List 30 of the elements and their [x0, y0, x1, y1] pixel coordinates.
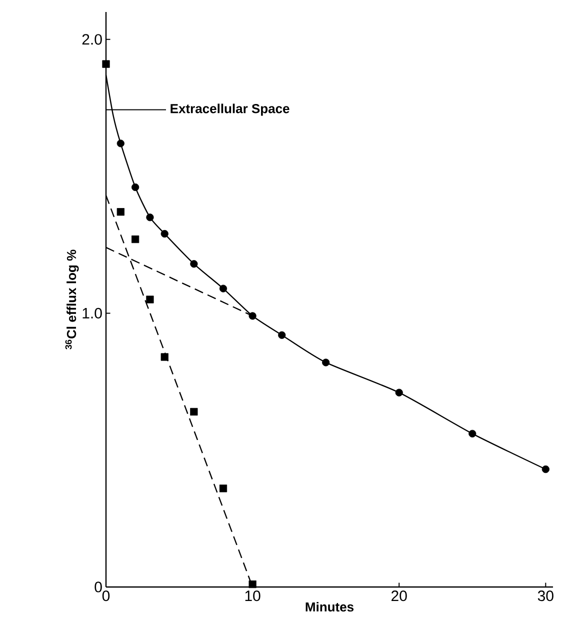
point: [146, 214, 154, 222]
x-axis-title: Minutes: [306, 602, 354, 612]
y-tick-label: 0: [94, 582, 102, 592]
point: [116, 208, 124, 216]
x-tick-label: 10: [245, 590, 260, 602]
point: [322, 358, 330, 366]
point: [160, 353, 168, 361]
point: [219, 484, 228, 492]
annotation: Extracellular Space: [170, 104, 290, 116]
point: [468, 430, 476, 438]
y-tick-label: 1.0: [82, 308, 102, 318]
y-tick-label: 2.0: [82, 34, 102, 45]
x-tick-label: 30: [538, 590, 554, 602]
point: [160, 230, 168, 238]
point: [132, 183, 140, 192]
x-tick-label: 0: [102, 590, 110, 602]
point: [146, 296, 154, 304]
point: [132, 235, 140, 244]
point: [248, 580, 256, 588]
y-axis-title: $^{36}$Cl efflux log %: [65, 250, 79, 350]
x-tick-label: 20: [392, 590, 407, 602]
point: [278, 331, 286, 339]
point: [190, 408, 198, 416]
point: [102, 60, 110, 68]
point: [219, 284, 228, 292]
point: [395, 388, 403, 396]
point: [116, 140, 124, 148]
point: [248, 312, 256, 320]
point: [190, 260, 198, 268]
point: [542, 465, 550, 474]
